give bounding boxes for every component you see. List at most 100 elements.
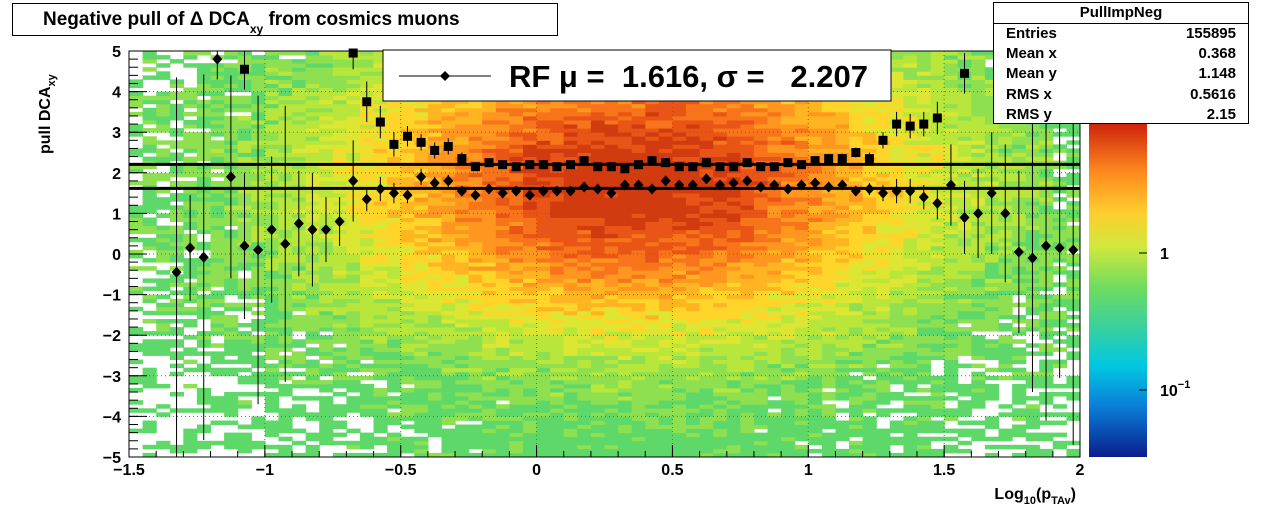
heatmap-cell <box>495 339 510 344</box>
heatmap-cell <box>740 148 755 153</box>
heatmap-cell <box>142 286 157 291</box>
heatmap-cell <box>631 254 646 259</box>
heatmap-cell <box>645 424 660 429</box>
heatmap-cell <box>373 420 388 425</box>
heatmap-cell <box>142 294 157 300</box>
heatmap-cell <box>821 168 837 174</box>
heatmap-cell <box>794 274 809 279</box>
heatmap-cell <box>862 290 877 295</box>
heatmap-cell <box>740 367 755 373</box>
heatmap-cell <box>686 286 701 291</box>
heatmap-cell <box>794 286 809 291</box>
heatmap-cell <box>590 335 606 340</box>
heatmap-cell <box>319 432 334 438</box>
heatmap-cell <box>332 262 347 267</box>
heatmap-cell <box>550 416 565 421</box>
heatmap-cell <box>414 245 429 251</box>
heatmap-cell <box>441 432 456 438</box>
heatmap-cell <box>767 103 782 109</box>
heatmap-cell <box>360 148 375 153</box>
heatmap-cell <box>672 262 687 267</box>
heatmap-cell <box>156 160 171 166</box>
heatmap-cell <box>142 343 157 348</box>
heatmap-cell <box>292 136 307 141</box>
heatmap-cell <box>346 266 361 271</box>
heatmap-cell <box>753 347 769 352</box>
heatmap-cell <box>455 229 470 235</box>
heatmap-cell <box>590 331 606 336</box>
heatmap-cell <box>740 168 755 174</box>
heatmap-cell <box>292 63 307 68</box>
heatmap-cell <box>495 392 510 397</box>
heatmap-cell <box>645 286 660 291</box>
heatmap-cell <box>645 213 660 218</box>
heatmap-cell <box>618 258 633 263</box>
heatmap-cell <box>550 286 565 291</box>
heatmap-cell <box>672 416 687 421</box>
heatmap-cell <box>753 120 769 125</box>
heatmap-cell <box>495 245 510 251</box>
heatmap-cell <box>305 99 320 105</box>
heatmap-cell <box>142 375 157 381</box>
heatmap-cell <box>726 339 741 344</box>
heatmap-cell <box>631 388 646 393</box>
heatmap-cell <box>305 335 320 340</box>
heatmap-cell <box>563 314 578 320</box>
heatmap-cell <box>468 128 483 133</box>
heatmap-cell <box>808 306 823 312</box>
heatmap-cell <box>713 396 728 401</box>
heatmap-cell <box>509 233 524 239</box>
heatmap-cell <box>332 51 347 56</box>
heatmap-cell <box>672 111 687 117</box>
heatmap-cell <box>590 132 606 137</box>
heatmap-cell <box>618 400 633 405</box>
heatmap-cell <box>794 128 809 133</box>
heatmap-cell <box>590 440 606 446</box>
heatmap-cell <box>631 241 646 247</box>
heatmap-cell <box>495 111 510 117</box>
heatmap-cell <box>631 440 646 446</box>
heatmap-cell <box>740 258 755 263</box>
heatmap-cell <box>387 335 402 340</box>
heatmap-cell <box>699 205 714 210</box>
heatmap-cell <box>142 428 157 434</box>
heatmap-cell <box>835 306 850 312</box>
heatmap-cell <box>373 249 388 255</box>
heatmap-cell <box>495 347 510 352</box>
heatmap-cell <box>645 448 660 454</box>
heatmap-cell <box>835 111 850 117</box>
heatmap-cell <box>563 278 578 283</box>
heatmap-cell <box>726 310 741 316</box>
heatmap-cell <box>414 331 429 336</box>
heatmap-cell <box>156 383 171 389</box>
heatmap-cell <box>495 99 510 105</box>
heatmap-cell <box>577 144 592 149</box>
heatmap-cell <box>400 355 415 360</box>
heatmap-cell <box>319 51 334 56</box>
heatmap-cell <box>332 83 347 88</box>
heatmap-cell <box>753 448 769 454</box>
heatmap-cell <box>740 189 755 194</box>
heatmap-cell <box>631 274 646 279</box>
heatmap-cell <box>346 327 361 332</box>
heatmap-cell <box>129 266 144 271</box>
heatmap-cell <box>509 343 524 348</box>
heatmap-cell <box>604 412 619 417</box>
heatmap-cell <box>631 383 646 389</box>
heatmap-cell <box>482 124 497 129</box>
heatmap-cell <box>550 367 565 373</box>
heatmap-cell <box>292 99 307 105</box>
heatmap-cell <box>210 148 225 153</box>
heatmap-cell <box>142 148 157 153</box>
heatmap-cell <box>129 408 144 413</box>
heatmap-cell <box>686 172 701 178</box>
heatmap-cell <box>468 116 483 121</box>
heatmap-cell <box>550 241 565 247</box>
heatmap-cell <box>590 172 606 178</box>
heatmap-cell <box>726 266 741 271</box>
heatmap-cell <box>523 274 538 279</box>
heatmap-cell <box>590 221 606 226</box>
heatmap-cell <box>360 355 375 360</box>
heatmap-cell <box>264 371 280 377</box>
heatmap-cell <box>726 392 741 397</box>
